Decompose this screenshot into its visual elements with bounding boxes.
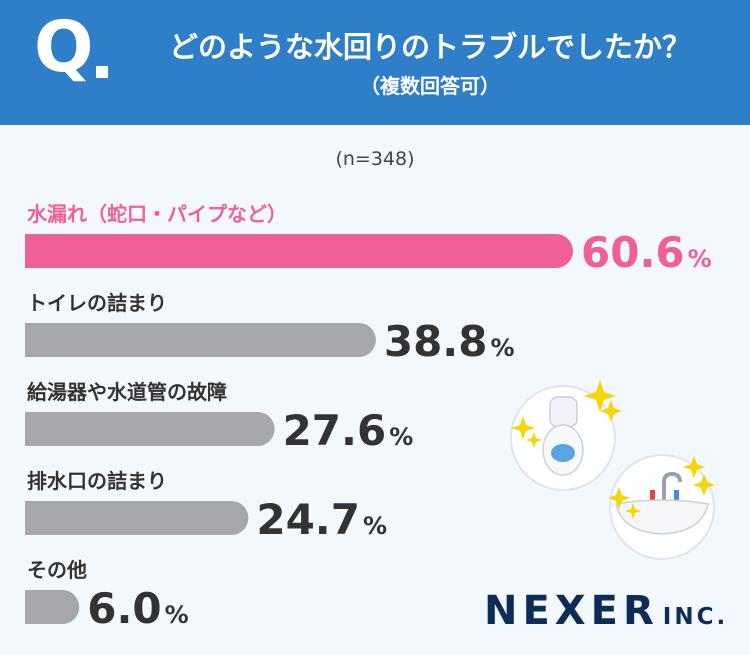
value-label: 38.8% [384, 317, 515, 366]
toilet-icon [510, 385, 616, 491]
category-label: 水漏れ（蛇口・パイプなど） [27, 202, 287, 226]
question-subtitle: （複数回答可） [360, 74, 500, 98]
question-header: Q どのような水回りのトラブルでしたか？ （複数回答可） [0, 0, 750, 125]
sink-icon [609, 454, 715, 560]
value-label: 24.7% [256, 495, 387, 544]
value-label: 27.6% [283, 406, 414, 455]
q-letter: Q [34, 6, 94, 88]
category-label: 給湯器や水道管の故障 [27, 380, 227, 404]
bar [25, 412, 275, 446]
sample-size: (n=348) [335, 148, 415, 170]
value-label: 6.0% [87, 584, 188, 633]
brand-name: NEXER [484, 588, 659, 634]
bar [25, 234, 573, 268]
category-label: トイレの詰まり [27, 291, 167, 315]
sparkle-icon [511, 380, 715, 519]
category-label: 排水口の詰まり [27, 469, 167, 493]
bar [25, 501, 249, 535]
category-label: その他 [27, 558, 87, 582]
bar [25, 323, 376, 357]
value-label: 60.6% [581, 228, 712, 277]
q-dot [96, 66, 108, 78]
brand-suffix: INC. [662, 604, 729, 630]
nexer-logo: NEXER INC. [484, 588, 728, 634]
question-title: どのような水回りのトラブルでしたか？ [168, 30, 691, 64]
bar [25, 590, 80, 624]
